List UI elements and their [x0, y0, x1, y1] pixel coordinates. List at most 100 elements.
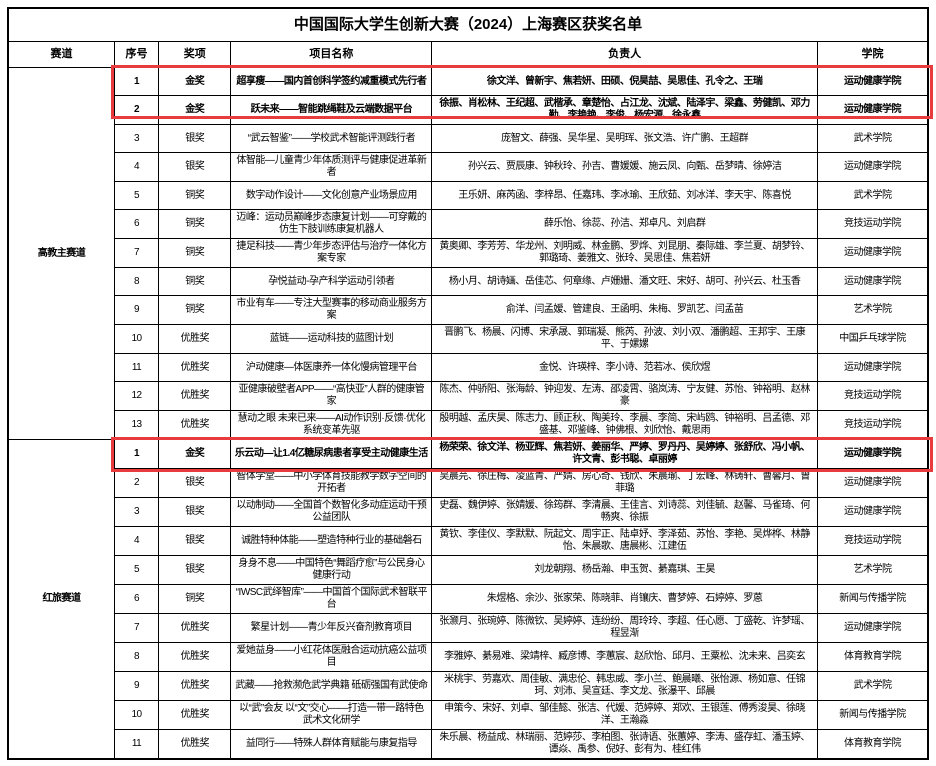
- cell-award: 优胜奖: [158, 700, 232, 730]
- award-row: 10 优胜奖 以“武”会友 以“文”交心——打造一带一路特色武术文化研学 申策今、宋好…: [8, 700, 929, 730]
- cell-college: 运动健康学院: [816, 468, 929, 498]
- cell-project: 智体学堂——中小学体育技能教学数字空间的开拓者: [230, 468, 433, 498]
- cell-college: 艺术学院: [816, 555, 929, 585]
- cell-no: 7: [113, 613, 160, 643]
- cell-award: 金奖: [158, 439, 232, 469]
- award-row: 10 优胜奖 蓝链——运动科技的蓝图计划 晋鹏飞、杨晨、闪博、宋承晟、郭瑞凝、熊芮、孙…: [8, 324, 929, 354]
- track-label: 高教主赛道: [7, 67, 115, 440]
- cell-no: 3: [113, 497, 160, 527]
- cell-no: 5: [113, 555, 160, 585]
- award-row: 2 金奖 跃未来——智能跳绳鞋及云端数据平台 徐振、肖松林、王纪超、武楷承、章楚怡、占…: [8, 95, 929, 125]
- award-row: 红旅赛道 1 金奖 乐云动—让1.4亿糖尿病患者享受主动健康生活 杨荣荣、徐文洋、杨亚辉…: [7, 439, 929, 760]
- cell-college: 新闻与传播学院: [816, 584, 929, 614]
- cell-college: 艺术学院: [816, 295, 929, 325]
- award-row: 3 银奖 以动制动——全国首个数智化多动症运动干预公益团队 史磊、魏伊婷、张婧媛、徐筠…: [8, 497, 929, 527]
- cell-project: 益同行——特殊人群体育赋能与康复指导: [230, 729, 433, 760]
- cell-no: 8: [113, 642, 160, 672]
- cell-college: 运动健康学院: [816, 152, 929, 182]
- cell-award: 金奖: [158, 67, 232, 96]
- cell-no: 8: [113, 267, 160, 296]
- cell-college: 运动健康学院: [816, 238, 929, 268]
- cell-award: 银奖: [158, 526, 232, 556]
- cell-award: 铜奖: [158, 181, 232, 210]
- cell-members: 黄钦、李佳仪、李默默、阮起文、周宇正、陆卓妤、李泽茹、苏怡、李艳、吴烨桦、林静怡…: [431, 526, 818, 556]
- column-header-track: 赛道: [7, 41, 115, 68]
- cell-no: 11: [113, 353, 160, 382]
- cell-no: 11: [113, 729, 160, 760]
- cell-project: 体智能—儿童青少年体质测评与健康促进革新者: [230, 152, 433, 182]
- cell-project: 蓝链——运动科技的蓝图计划: [230, 324, 433, 354]
- header-row: 赛道 序号 奖项 项目名称 负责人 学院: [7, 41, 929, 68]
- cell-award: 优胜奖: [158, 729, 232, 760]
- award-row: 2 银奖 智体学堂——中小学体育技能教学数字空间的开拓者 吴晨芫、徐庄梅、凌蓝青、严婧…: [8, 468, 929, 498]
- cell-project: 数字动作设计——文化创意产业场景应用: [230, 181, 433, 210]
- cell-project: 沪动健康—体医康养一体化慢病管理平台: [230, 353, 433, 382]
- cell-project: 繁星计划——青少年反兴奋剂教育项目: [230, 613, 433, 643]
- title-row: 中国国际大学生创新大赛（2024）上海赛区获奖名单: [7, 7, 929, 42]
- cell-project: 慧动之眼 未来已来——AI动作识别·反馈·优化系统变革先驱: [230, 410, 433, 440]
- cell-award: 银奖: [158, 555, 232, 585]
- column-header-college: 学院: [816, 41, 929, 68]
- cell-members: 申策今、宋好、刘卓、邹佳懿、张洁、代媛、范婷婷、郑欢、王银莲、傅秀浚昊、徐晓洋、…: [431, 700, 818, 730]
- cell-no: 1: [113, 439, 160, 469]
- cell-members: 庞智文、薛强、吴华星、吴明珲、张文浩、许广鹏、王超群: [431, 124, 818, 153]
- award-row: 6 铜奖 “IWSC武绎智库”——中国首个国际武术智联平台 朱煜格、余沙、张家荣、陈晓…: [8, 584, 929, 614]
- award-row: 8 铜奖 孕悦益动-孕产科学运动引领者 杨小月、胡诗婳、岳佳芯、何章缘、卢姗姗、潘文旺…: [8, 267, 929, 296]
- award-row: 4 银奖 诚胜特种体能——塑造特种行业的基础磐石 黄钦、李佳仪、李默默、阮起文、周宇正…: [8, 526, 929, 556]
- cell-project: 跃未来——智能跳绳鞋及云端数据平台: [230, 95, 433, 125]
- cell-no: 7: [113, 238, 160, 268]
- column-header-project: 项目名称: [230, 41, 433, 68]
- award-row: 3 银奖 “武云智鉴”——学校武术智能评测践行者 庞智文、薛强、吴华星、吴明珲、张文浩…: [8, 124, 929, 153]
- cell-project: 超享瘦——国内首创科学签约减重模式先行者: [230, 67, 433, 96]
- cell-members: 史磊、魏伊婷、张婧媛、徐筠群、李清晨、王佳言、刘诗蕊、刘佳毓、赵馨、马雀琦、何畅…: [431, 497, 818, 527]
- cell-members: 俞洋、闫孟嫒、管建良、王函明、朱梅、罗凯艺、闫孟苗: [431, 295, 818, 325]
- cell-college: 运动健康学院: [816, 95, 929, 125]
- award-row: 8 优胜奖 爱她益身——小红花体医融合运动抗癌公益项目 李雅婷、綦易难、梁靖梓、臧彦博…: [8, 642, 929, 672]
- cell-college: 运动健康学院: [816, 67, 929, 96]
- award-row: 9 优胜奖 武藏——抢救濒危武学典籍 砥砺强国有武使命 米桃宇、劳嘉欢、周佳敏、满忠伦…: [8, 671, 929, 701]
- cell-college: 竞技运动学院: [816, 209, 929, 239]
- cell-project: “IWSC武绎智库”——中国首个国际武术智联平台: [230, 584, 433, 614]
- cell-award: 优胜奖: [158, 353, 232, 382]
- cell-college: 竞技运动学院: [816, 410, 929, 440]
- column-header-award: 奖项: [158, 41, 232, 68]
- cell-no: 12: [113, 381, 160, 411]
- cell-award: 优胜奖: [158, 410, 232, 440]
- award-row: 6 铜奖 迈峰：运动员巅峰步态康复计划——可穿戴的仿生下肢训练康复机器人 薛乐怡、徐蕊…: [8, 209, 929, 239]
- cell-members: 朱乐晨、杨益成、林瑞丽、范婷莎、李柏图、张诗语、张蕙婷、李涛、盛存虹、潘玉婷、谭…: [431, 729, 818, 760]
- cell-members: 张灏月、张琬婷、陈微钦、吴婷婷、连纷纷、周玲玲、李超、任心愿、丁盛乾、许梦瑶、程…: [431, 613, 818, 643]
- column-header-members: 负责人: [431, 41, 818, 68]
- cell-college: 武术学院: [816, 181, 929, 210]
- award-row: 13 优胜奖 慧动之眼 未来已来——AI动作识别·反馈·优化系统变革先驱 殷明越、孟庆…: [8, 410, 929, 440]
- cell-award: 铜奖: [158, 267, 232, 296]
- cell-award: 银奖: [158, 124, 232, 153]
- cell-project: 以“武”会友 以“文”交心——打造一带一路特色武术文化研学: [230, 700, 433, 730]
- cell-no: 10: [113, 324, 160, 354]
- award-row: 9 铜奖 市业有车——专注大型赛事的移动商业服务方案 俞洋、闫孟嫒、管建良、王函明、朱…: [8, 295, 929, 325]
- cell-no: 5: [113, 181, 160, 210]
- cell-project: 身身不息——中国特色“舞蹈疗愈”与公民身心健康行动: [230, 555, 433, 585]
- cell-project: 亚健康破壁者APP——“高快亚”人群的健康管家: [230, 381, 433, 411]
- award-row: 5 铜奖 数字动作设计——文化创意产业场景应用 王乐妍、麻芮函、李梓昂、任嘉玮、李冰瑜…: [8, 181, 929, 210]
- cell-award: 优胜奖: [158, 324, 232, 354]
- cell-project: 孕悦益动-孕产科学运动引领者: [230, 267, 433, 296]
- cell-members: 晋鹏飞、杨晨、闪博、宋承晟、郭瑞凝、熊芮、孙波、刘小双、潘鹏超、王邦宇、王康平、…: [431, 324, 818, 354]
- cell-college: 竞技运动学院: [816, 526, 929, 556]
- cell-project: 乐云动—让1.4亿糖尿病患者享受主动健康生活: [230, 439, 433, 469]
- cell-no: 9: [113, 671, 160, 701]
- cell-no: 2: [113, 95, 160, 125]
- cell-members: 吴晨芫、徐庄梅、凌蓝青、严婧、房心奇、钱欣、朱晨瑜、丁宏峰、林铸轩、曹馨月、曾菲…: [431, 468, 818, 498]
- cell-award: 优胜奖: [158, 671, 232, 701]
- cell-college: 运动健康学院: [816, 497, 929, 527]
- cell-award: 优胜奖: [158, 642, 232, 672]
- cell-college: 竞技运动学院: [816, 381, 929, 411]
- cell-no: 6: [113, 209, 160, 239]
- cell-project: 捷足科技——青少年步态评估与治疗一体化方案专家: [230, 238, 433, 268]
- award-row: 高教主赛道 1 金奖 超享瘦——国内首创科学签约减重模式先行者 徐文洋、曾新宇、焦若妍、…: [7, 67, 929, 440]
- award-row: 12 优胜奖 亚健康破壁者APP——“高快亚”人群的健康管家 陈杰、仲骄阳、张海龄、钟…: [8, 381, 929, 411]
- column-header-no: 序号: [113, 41, 160, 68]
- cell-project: “武云智鉴”——学校武术智能评测践行者: [230, 124, 433, 153]
- award-row: 7 铜奖 捷足科技——青少年步态评估与治疗一体化方案专家 黄奥卿、李芳芳、华龙州、刘明…: [8, 238, 929, 268]
- cell-no: 6: [113, 584, 160, 614]
